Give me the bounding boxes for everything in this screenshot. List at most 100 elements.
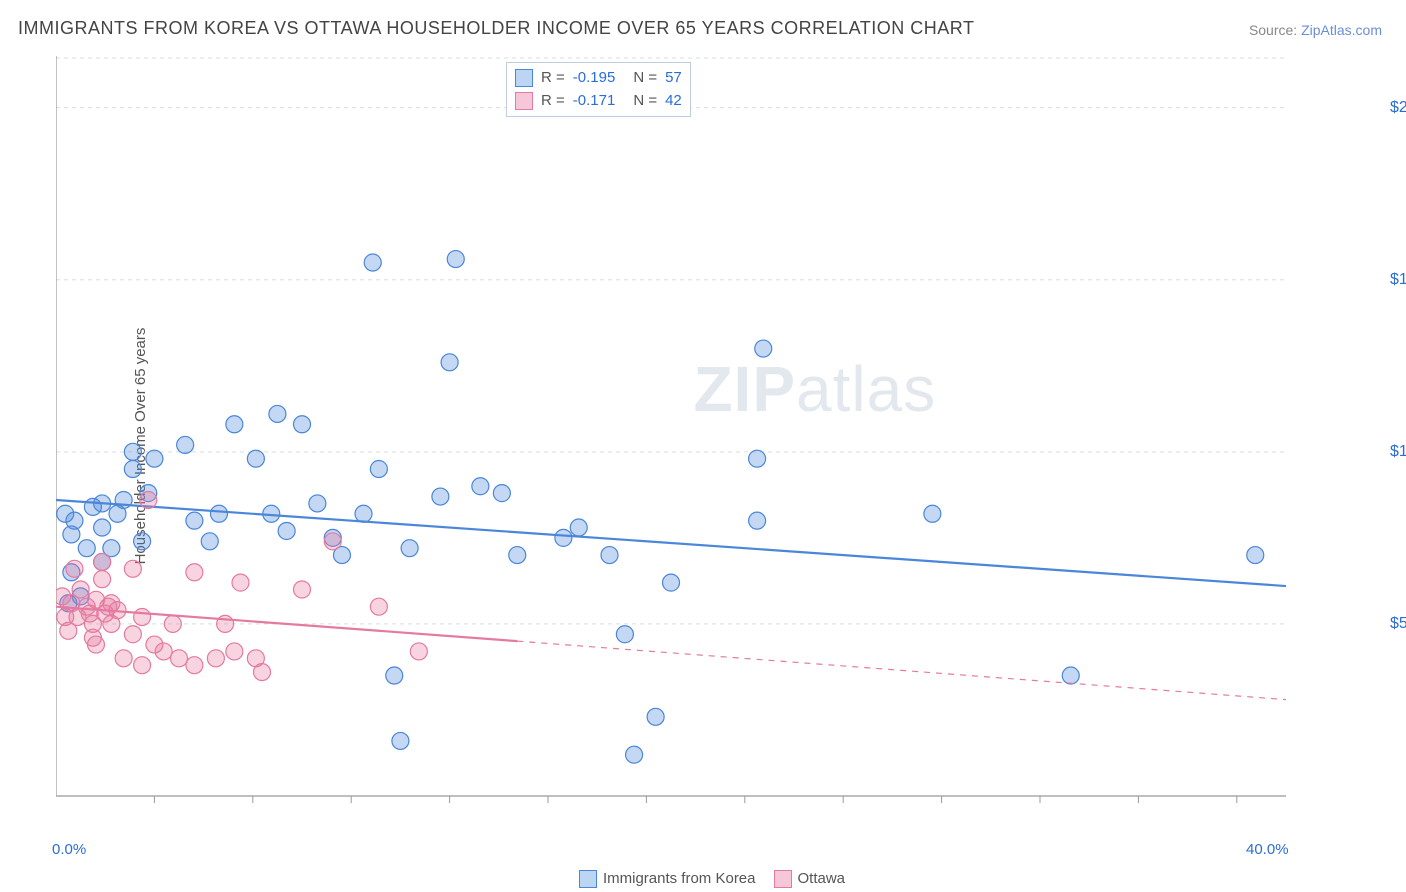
legend-n-label: N =: [633, 90, 657, 113]
y-tick-label: $50,000: [1390, 615, 1406, 633]
data-point: [247, 450, 264, 467]
data-point: [124, 443, 141, 460]
data-point: [171, 650, 188, 667]
data-point: [447, 251, 464, 268]
data-point: [355, 505, 372, 522]
data-point: [146, 450, 163, 467]
data-point: [370, 461, 387, 478]
data-point: [392, 732, 409, 749]
data-point: [755, 340, 772, 357]
data-point: [263, 505, 280, 522]
data-point: [749, 450, 766, 467]
y-tick-label: $200,000: [1390, 99, 1406, 117]
data-point: [134, 657, 151, 674]
data-point: [370, 598, 387, 615]
data-point: [87, 636, 104, 653]
data-point: [570, 519, 587, 536]
data-point: [226, 643, 243, 660]
data-point: [207, 650, 224, 667]
legend-r-label: R =: [541, 90, 565, 113]
data-point: [217, 615, 234, 632]
data-point: [924, 505, 941, 522]
data-point: [663, 574, 680, 591]
data-point: [210, 505, 227, 522]
y-tick-label: $150,000: [1390, 271, 1406, 289]
data-point: [66, 560, 83, 577]
data-point: [493, 485, 510, 502]
data-point: [186, 657, 203, 674]
legend-swatch: [774, 870, 792, 888]
legend-series-label: Ottawa: [798, 870, 846, 887]
data-point: [364, 254, 381, 271]
source-attribution: Source: ZipAtlas.com: [1249, 22, 1382, 38]
data-point: [432, 488, 449, 505]
data-point: [232, 574, 249, 591]
data-point: [124, 626, 141, 643]
data-point: [626, 746, 643, 763]
legend-row: R = -0.195 N = 57: [515, 67, 682, 90]
x-tick-label: 40.0%: [1246, 841, 1289, 858]
chart-plot-area: ZIPatlas $50,000$100,000$150,000$200,000…: [56, 56, 1384, 834]
data-point: [134, 609, 151, 626]
data-point: [94, 571, 111, 588]
data-point: [441, 354, 458, 371]
legend-n-value: 57: [665, 67, 682, 90]
legend-swatch: [579, 870, 597, 888]
data-point: [601, 547, 618, 564]
legend-swatch: [515, 92, 533, 110]
legend-r-label: R =: [541, 67, 565, 90]
data-point: [410, 643, 427, 660]
data-point: [177, 436, 194, 453]
data-point: [124, 560, 141, 577]
data-point: [254, 664, 271, 681]
data-point: [78, 540, 95, 557]
correlation-legend: R = -0.195 N = 57 R = -0.171 N = 42: [506, 62, 691, 117]
data-point: [140, 492, 157, 509]
data-point: [109, 602, 126, 619]
data-point: [201, 533, 218, 550]
data-point: [1062, 667, 1079, 684]
data-point: [749, 512, 766, 529]
data-point: [401, 540, 418, 557]
data-point: [124, 461, 141, 478]
data-point: [647, 708, 664, 725]
data-point: [294, 416, 311, 433]
data-point: [309, 495, 326, 512]
data-point: [472, 478, 489, 495]
data-point: [94, 553, 111, 570]
data-point: [72, 581, 89, 598]
data-point: [115, 650, 132, 667]
data-point: [66, 512, 83, 529]
x-tick-label: 0.0%: [52, 841, 86, 858]
legend-n-value: 42: [665, 90, 682, 113]
data-point: [94, 495, 111, 512]
legend-n-label: N =: [633, 67, 657, 90]
legend-series-label: Immigrants from Korea: [603, 870, 756, 887]
data-point: [164, 615, 181, 632]
data-point: [134, 533, 151, 550]
data-point: [186, 512, 203, 529]
legend-row: R = -0.171 N = 42: [515, 90, 682, 113]
y-tick-label: $100,000: [1390, 443, 1406, 461]
data-point: [186, 564, 203, 581]
data-point: [555, 529, 572, 546]
data-point: [616, 626, 633, 643]
chart-svg: [56, 56, 1384, 836]
source-link[interactable]: ZipAtlas.com: [1301, 22, 1382, 38]
regression-line: [56, 500, 1286, 586]
legend-swatch: [515, 69, 533, 87]
source-label: Source:: [1249, 22, 1297, 38]
data-point: [386, 667, 403, 684]
data-point: [94, 519, 111, 536]
data-point: [509, 547, 526, 564]
legend-r-value: -0.195: [573, 67, 616, 90]
data-point: [155, 643, 172, 660]
data-point: [269, 405, 286, 422]
bottom-legend: Immigrants from Korea Ottawa: [0, 870, 1406, 888]
data-point: [294, 581, 311, 598]
regression-extrapolation: [517, 641, 1286, 700]
legend-r-value: -0.171: [573, 90, 616, 113]
data-point: [324, 533, 341, 550]
data-point: [1247, 547, 1264, 564]
chart-title: IMMIGRANTS FROM KOREA VS OTTAWA HOUSEHOL…: [18, 18, 974, 39]
